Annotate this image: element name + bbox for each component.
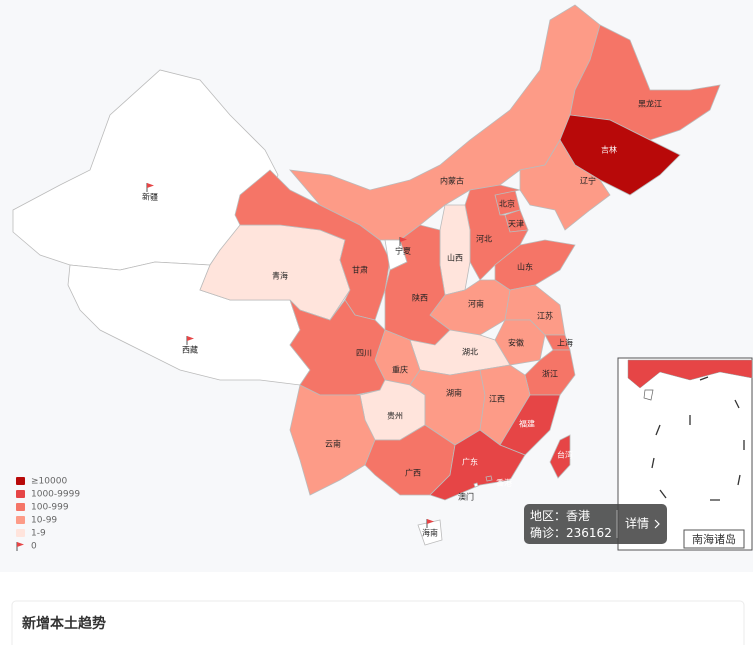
- tooltip-region-label: 地区：: [530, 509, 566, 523]
- tooltip: 地区：香港 确诊：236162 详情: [524, 504, 667, 544]
- province-label: 福建: [519, 419, 535, 429]
- legend-label: 10-99: [31, 516, 57, 526]
- province-label: 西藏: [182, 345, 198, 355]
- south-sea-inset: 南海诸岛: [617, 357, 753, 551]
- province-label: 江西: [489, 395, 505, 404]
- legend-swatch: [16, 503, 25, 511]
- tooltip-region-value: 香港: [566, 509, 590, 523]
- flag-icon: [147, 183, 154, 188]
- legend-label: 100-999: [31, 503, 69, 513]
- tooltip-detail-button[interactable]: 详情: [625, 516, 649, 531]
- legend-label: 1-9: [31, 529, 46, 539]
- province-label: 内蒙古: [440, 176, 464, 186]
- province-label: 云南: [325, 439, 341, 449]
- inset-label-box: [683, 529, 745, 549]
- province-label: 宁夏: [395, 246, 411, 256]
- province-label: 辽宁: [580, 176, 596, 186]
- tooltip-count-value: 236162: [566, 526, 612, 540]
- province-label: 香港: [496, 478, 512, 488]
- province-label: 山西: [447, 253, 463, 263]
- trend-card: [11, 600, 745, 645]
- legend-label: ≥10000: [31, 477, 67, 487]
- legend-swatch: [16, 529, 25, 537]
- province-label: 四川: [356, 349, 372, 358]
- tooltip-count-label: 确诊：: [530, 526, 566, 540]
- legend-swatch: [16, 477, 25, 485]
- province-label: 河南: [468, 299, 484, 309]
- flag-icon: [427, 519, 434, 524]
- tooltip-count: 确诊：236162: [530, 526, 612, 540]
- province-label: 台湾: [557, 450, 573, 460]
- province-shape: [485, 475, 493, 482]
- flag-icon: [400, 237, 407, 242]
- inset-land: [627, 359, 753, 389]
- province-label: 澳门: [458, 492, 474, 502]
- province-label: 江苏: [537, 311, 553, 321]
- province-label: 重庆: [392, 365, 408, 375]
- province-label: 河北: [476, 234, 492, 244]
- province-label: 湖南: [446, 388, 462, 398]
- province-label: 天津: [508, 219, 524, 229]
- province-label: 新疆: [142, 192, 158, 202]
- tooltip-box: [524, 504, 667, 544]
- legend-swatch: [16, 516, 25, 524]
- province-label: 山东: [517, 262, 533, 272]
- province-label: 广东: [462, 457, 478, 467]
- province-label: 广西: [405, 468, 421, 478]
- province-label: 安徽: [508, 338, 524, 348]
- province-label: 吉林: [601, 145, 617, 155]
- province-label: 海南: [422, 528, 438, 538]
- province-label: 甘肃: [352, 265, 368, 275]
- province-label: 贵州: [387, 411, 403, 421]
- province-label: 浙江: [542, 369, 558, 379]
- province-label: 北京: [499, 199, 515, 209]
- province-label: 黑龙江: [638, 99, 662, 109]
- legend-swatch: [16, 490, 25, 498]
- flag-icon: [17, 542, 24, 547]
- flag-icon: [187, 336, 194, 341]
- province-label: 上海: [557, 338, 573, 348]
- chevron-icon[interactable]: [654, 519, 660, 529]
- tooltip-region: 地区：香港: [530, 509, 590, 523]
- section-title: 新增本土趋势: [22, 615, 106, 632]
- province-label: 青海: [272, 271, 288, 281]
- inset-dashes: [651, 376, 745, 501]
- province-label: 湖北: [462, 348, 478, 357]
- province-shape: [549, 434, 571, 479]
- province-shape: [473, 482, 479, 488]
- inset-label: 南海诸岛: [692, 532, 736, 546]
- legend-label: 0: [31, 542, 37, 552]
- inset-island: [643, 389, 654, 401]
- provinces: [12, 4, 721, 546]
- province-label: 陕西: [412, 293, 428, 303]
- legend: ≥10000 1000-9999 100-999 10-99 1-9 0: [16, 477, 80, 552]
- province-shape: [429, 429, 526, 501]
- province-shape: [519, 139, 611, 231]
- province-shape: [439, 204, 471, 296]
- legend-label: 1000-9999: [31, 490, 80, 500]
